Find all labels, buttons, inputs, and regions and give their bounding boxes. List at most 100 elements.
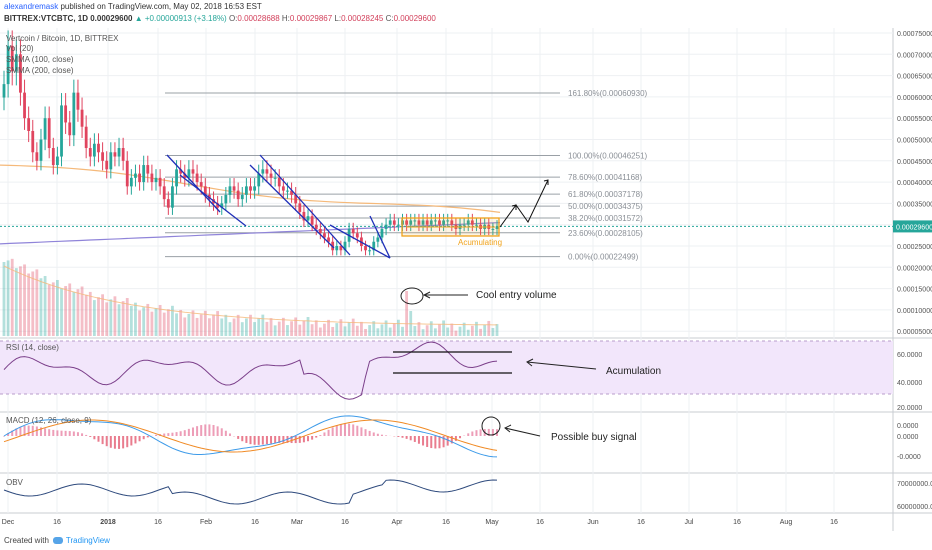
legend-smma-100[interactable]: SMMA (100, close) (6, 55, 74, 64)
legend-instrument[interactable]: Vertcoin / Bitcoin, 1D, BITTREX (6, 34, 119, 43)
ohlc-values: O:0.00028688 H:0.00029867 L:0.00028245 C… (229, 14, 436, 23)
volume-bar (146, 303, 150, 336)
macd-label[interactable]: MACD (12, 26, close, 9) (6, 416, 92, 425)
candle-body (47, 118, 51, 149)
macd-histogram-bar (130, 436, 133, 446)
volume-bar (261, 314, 265, 336)
volume-bar (150, 311, 154, 336)
candle-body (429, 220, 433, 225)
volume-bar (401, 326, 404, 336)
candle-body (438, 220, 441, 225)
x-tick-label-3: 16 (154, 519, 162, 526)
chart-canvas[interactable]: 0.00075000 0.00070000 0.00065000 0.00060000… (0, 0, 932, 531)
macd-histogram-bar (282, 436, 285, 443)
y-tick-label-14: 0.00005000 (897, 329, 932, 336)
candle-body (470, 220, 474, 225)
volume-bar (286, 325, 289, 336)
x-tick-label-12: Jun (587, 519, 598, 526)
candle-body (413, 220, 417, 222)
macd-histogram-bar (302, 436, 305, 443)
candle-body (318, 228, 322, 234)
candle-body (125, 160, 129, 187)
price-change: ▲ +0.00000913 (+3.18%) (134, 14, 227, 23)
macd-histogram-bar (191, 427, 194, 436)
rsi-label[interactable]: RSI (14, close) (6, 343, 59, 352)
candle-body (39, 139, 43, 161)
macd-histogram-bar (426, 436, 429, 447)
ohlc-value-2: 0.00028245 (341, 14, 386, 23)
volume-bar (364, 328, 367, 336)
y-tick-label-2: 0.00065000 (897, 74, 932, 81)
candle-body (253, 186, 257, 191)
ohlc-key-2: L: (334, 14, 342, 23)
obv-tick-label-1: 60000000.0000 (897, 504, 932, 511)
tradingview-cloud-icon (52, 537, 63, 544)
candle-body (31, 130, 35, 153)
candle-body (97, 143, 100, 153)
volume-bar (236, 314, 240, 336)
legend-smma-200[interactable]: SMMA (200, close) (6, 66, 74, 75)
candle-body (35, 152, 39, 161)
volume-bar (203, 310, 207, 336)
candle-body (84, 126, 88, 149)
tradingview-brand[interactable]: TradingView (52, 536, 110, 545)
macd-histogram-bar (327, 429, 330, 436)
volume-bar (495, 324, 499, 336)
author-link[interactable]: alexandremask (4, 2, 59, 11)
macd-histogram-bar (385, 435, 388, 436)
volume-bar (466, 329, 470, 336)
candle-body (175, 169, 178, 187)
volume-bar (6, 260, 10, 336)
candle-body (343, 241, 347, 251)
trend-line-2 (259, 154, 351, 256)
macd-histogram-bar (212, 425, 215, 436)
volume-bar (388, 327, 392, 336)
macd-histogram-bar (101, 436, 104, 445)
last-price-tag-label: 0.00029600 (896, 224, 932, 231)
candle-body (183, 173, 187, 178)
macd-histogram-bar (93, 436, 96, 440)
volume-bar (224, 314, 228, 336)
y-tick-label-7: 0.00040000 (897, 180, 932, 187)
candle-body (88, 148, 92, 157)
candle-body (162, 186, 166, 200)
volume-ma-line (3, 265, 497, 326)
macd-histogram-bar (109, 436, 112, 448)
macd-histogram-bar (39, 427, 42, 436)
macd-histogram-bar (372, 432, 375, 436)
macd-histogram-bar (257, 436, 260, 445)
macd-line (3, 415, 498, 458)
macd-signal-line (3, 419, 498, 453)
volume-bar (51, 282, 55, 336)
cool-entry-circle (400, 287, 424, 305)
candle-body (475, 224, 478, 226)
candle-body (351, 228, 355, 234)
macd-histogram-bar (446, 436, 449, 446)
candle-body (60, 105, 63, 157)
tradingview-label: TradingView (65, 536, 110, 545)
macd-histogram-bar (413, 436, 416, 442)
candle-body (388, 220, 392, 225)
rsi-tick-label-1: 40.0000 (897, 380, 922, 387)
volume-bar (179, 309, 183, 336)
macd-histogram-bar (163, 433, 166, 436)
macd-histogram-bar (397, 436, 400, 437)
volume-bar (306, 317, 310, 336)
volume-bar (425, 325, 429, 336)
macd-histogram-bar (171, 432, 174, 436)
x-tick-label-15: 16 (733, 519, 741, 526)
volume-bar (60, 288, 63, 336)
volume-bar (331, 326, 335, 336)
legend-volume[interactable]: Vol (20) (6, 44, 34, 53)
obv-label[interactable]: OBV (6, 478, 23, 487)
macd-histogram-bar (142, 436, 145, 440)
macd-histogram-bar (422, 436, 425, 446)
candle-body (117, 148, 121, 157)
ohlc-key-0: O: (228, 14, 238, 23)
rsi-tick-label-2: 20.0000 (897, 405, 922, 412)
x-tick-label-5: 16 (251, 519, 259, 526)
volume-bar (462, 322, 466, 336)
candle-body (290, 190, 293, 195)
volume-bar (314, 320, 318, 336)
candle-body (134, 173, 137, 178)
